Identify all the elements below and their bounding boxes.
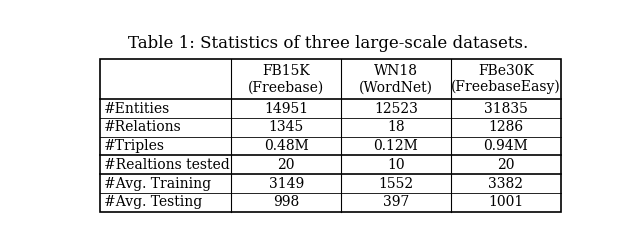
Text: 14951: 14951 bbox=[264, 102, 308, 116]
Text: 31835: 31835 bbox=[484, 102, 528, 116]
Text: 12523: 12523 bbox=[374, 102, 418, 116]
Text: 3149: 3149 bbox=[269, 177, 304, 191]
Text: #Realtions tested: #Realtions tested bbox=[104, 158, 229, 172]
Text: 998: 998 bbox=[273, 195, 300, 209]
Text: 20: 20 bbox=[278, 158, 295, 172]
Text: 0.48M: 0.48M bbox=[264, 139, 308, 153]
Text: #Avg. Training: #Avg. Training bbox=[104, 177, 211, 191]
Text: 10: 10 bbox=[387, 158, 404, 172]
Text: 18: 18 bbox=[387, 121, 404, 134]
Bar bbox=[100, 59, 561, 212]
Text: #Avg. Testing: #Avg. Testing bbox=[104, 195, 202, 209]
Text: Table 1: Statistics of three large-scale datasets.: Table 1: Statistics of three large-scale… bbox=[128, 35, 528, 52]
Text: 1001: 1001 bbox=[488, 195, 524, 209]
Text: WN18
(WordNet): WN18 (WordNet) bbox=[359, 64, 433, 94]
Text: 397: 397 bbox=[383, 195, 409, 209]
Text: #Relations: #Relations bbox=[104, 121, 181, 134]
Text: 1552: 1552 bbox=[378, 177, 413, 191]
Text: 0.12M: 0.12M bbox=[374, 139, 419, 153]
Text: #Entities: #Entities bbox=[104, 102, 170, 116]
Text: 1345: 1345 bbox=[269, 121, 304, 134]
Text: 0.94M: 0.94M bbox=[484, 139, 529, 153]
Text: #Triples: #Triples bbox=[104, 139, 164, 153]
Text: 1286: 1286 bbox=[488, 121, 524, 134]
Text: FBe30K
(FreebaseEasy): FBe30K (FreebaseEasy) bbox=[451, 64, 561, 94]
Text: FB15K
(Freebase): FB15K (Freebase) bbox=[248, 64, 324, 94]
Text: 20: 20 bbox=[497, 158, 515, 172]
Text: 3382: 3382 bbox=[488, 177, 524, 191]
